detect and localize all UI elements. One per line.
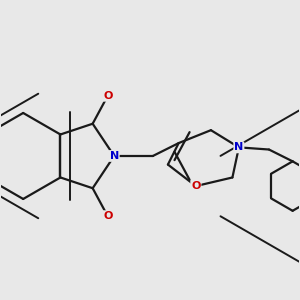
Text: O: O — [103, 91, 112, 101]
Text: N: N — [234, 142, 244, 152]
Text: N: N — [110, 151, 119, 161]
Text: O: O — [103, 211, 112, 221]
Text: O: O — [191, 181, 201, 191]
